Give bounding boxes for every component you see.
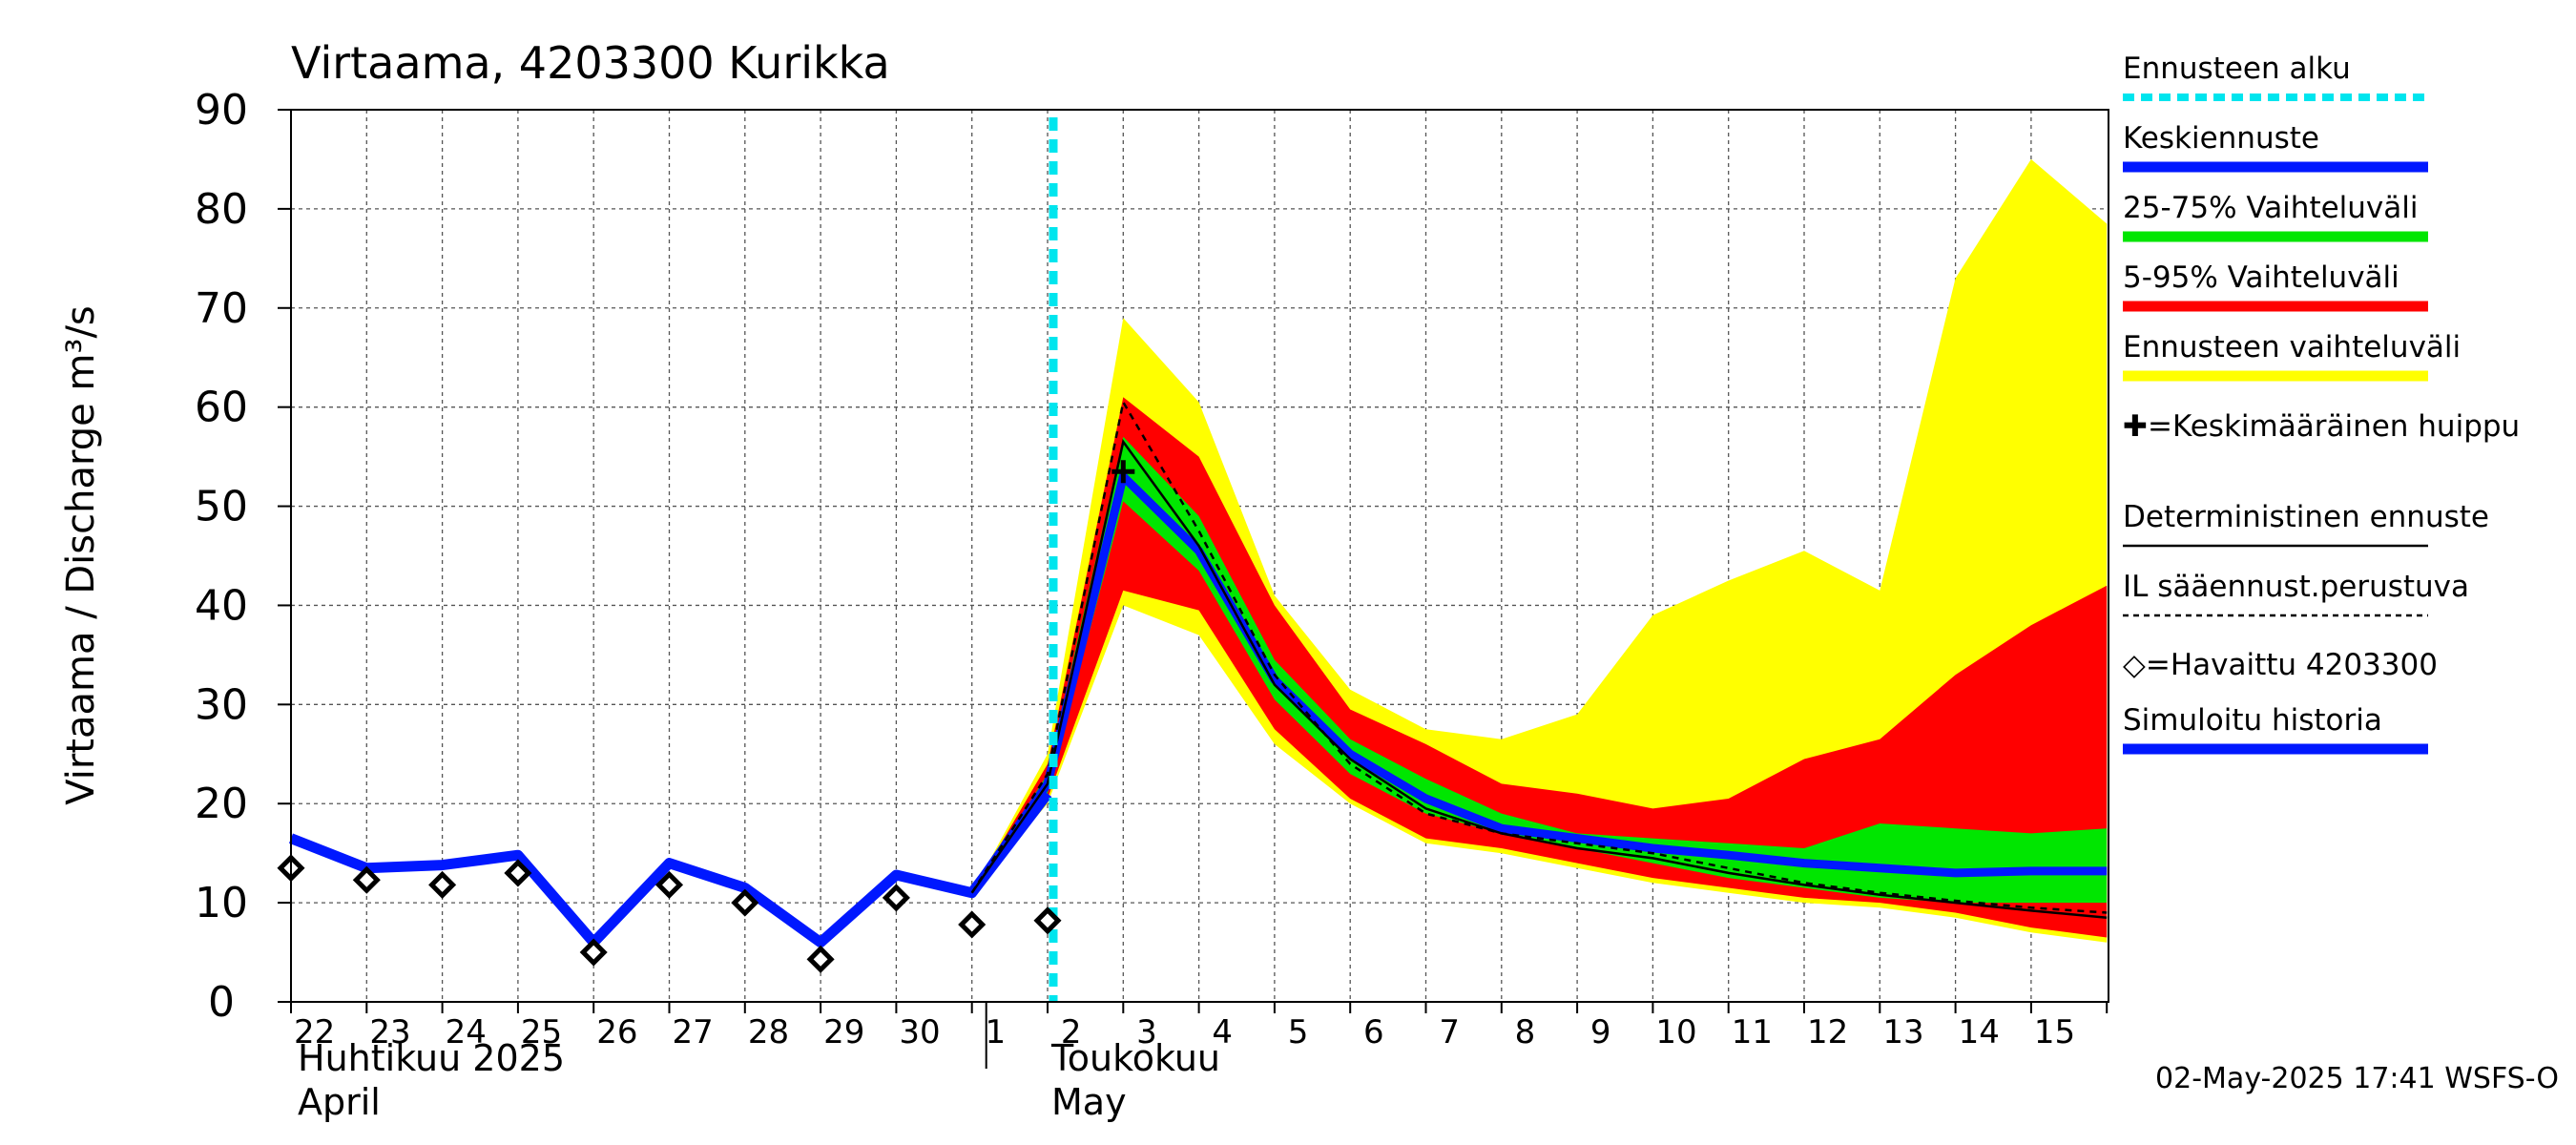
observed-point (882, 884, 910, 912)
forecast-mean-line (968, 471, 2108, 896)
forecast-25-75-area (971, 436, 2108, 904)
x-tick-label: 13 (1882, 1013, 1923, 1051)
legend: Ennusteen alku Keskiennuste 25-75% Vaihtel… (2123, 52, 2520, 755)
x-tick-label: 25 (521, 1013, 562, 1051)
observed-point (428, 870, 457, 899)
legend-label: 5-95% Vaihteluväli (2123, 260, 2399, 295)
legend-label: Keskiennuste (2123, 121, 2319, 156)
x-tick-label: 27 (673, 1013, 714, 1051)
band-25-75 (971, 436, 2108, 904)
month-label-fi: Toukokuu (1050, 1037, 1220, 1079)
x-tick-label: 5 (1288, 1013, 1309, 1051)
x-tick-label: 24 (446, 1013, 487, 1051)
x-tick-label: 1 (986, 1013, 1007, 1051)
x-tick-label: 9 (1590, 1013, 1611, 1051)
x-tick-label: 11 (1732, 1013, 1773, 1051)
x-tick-label: 7 (1439, 1013, 1460, 1051)
band-full-range (971, 158, 2108, 943)
timestamp: 02-May-2025 17:41 WSFS-O (2155, 1062, 2559, 1095)
x-tick-label: 6 (1363, 1013, 1384, 1051)
x-tick-label: 29 (823, 1013, 864, 1051)
observed-point (579, 938, 608, 967)
grid (291, 110, 2109, 1002)
simulated-history-line (288, 790, 1052, 948)
y-tick-label: 60 (195, 384, 248, 432)
observed-point (504, 859, 532, 887)
y-tick-label: 20 (195, 780, 248, 828)
x-tick-label: 12 (1807, 1013, 1848, 1051)
legend-label: Deterministinen ennuste (2123, 500, 2489, 534)
y-tick-label: 10 (195, 879, 248, 927)
x-tick-label: 8 (1515, 1013, 1536, 1051)
x-tick-label: 26 (596, 1013, 637, 1051)
month-label-en: April (298, 1081, 381, 1123)
month-label-fi: Huhtikuu 2025 (298, 1037, 565, 1079)
legend-label: Ennusteen alku (2123, 52, 2351, 86)
month-label-en: May (1051, 1081, 1127, 1123)
forecast-5-95-area (971, 397, 2108, 938)
legend-label: ◇=Havaittu 4203300 (2123, 648, 2438, 682)
y-tick-label: 40 (195, 581, 248, 630)
series-lines (288, 399, 2108, 948)
y-tick-label: 80 (195, 185, 248, 234)
x-tick-label: 28 (748, 1013, 789, 1051)
il-forecast-line (970, 399, 2108, 914)
legend-label: Ennusteen vaihteluväli (2123, 330, 2461, 364)
y-tick-label: 30 (195, 680, 248, 729)
x-tick-label: 22 (294, 1013, 335, 1051)
deterministic-line (970, 439, 2108, 919)
x-tick-label: 2 (1061, 1013, 1082, 1051)
y-tick-label: 0 (208, 978, 235, 1027)
band-5-95 (971, 397, 2108, 938)
y-axis: 0 10 20 30 40 50 60 70 80 90 (195, 86, 291, 1027)
x-tick-label: 14 (1959, 1013, 2000, 1051)
y-tick-label: 90 (195, 86, 248, 135)
observed-point (352, 865, 381, 894)
observed-point (1033, 906, 1062, 935)
legend-label: Simuloitu historia (2123, 703, 2382, 738)
y-tick-label: 50 (195, 483, 248, 531)
x-tick-label: 30 (899, 1013, 940, 1051)
x-tick-label: 4 (1212, 1013, 1233, 1051)
observed-point (958, 910, 987, 939)
legend-label: ✚=Keskimääräinen huippu (2123, 409, 2520, 444)
mean-peak-marker (1111, 460, 1135, 484)
legend-label: 25-75% Vaihteluväli (2123, 191, 2419, 225)
x-axis: 22 23 24 25 26 27 28 29 30 1 2 3 4 5 6 7 8 9 10 11 12 13 14 15 (290, 1002, 2109, 1069)
x-tick-label: 23 (369, 1013, 410, 1051)
legend-label: IL sääennust.perustuva (2123, 570, 2469, 604)
chart-title: Virtaama, 4203300 Kurikka (291, 37, 890, 89)
x-tick-label: 15 (2034, 1013, 2075, 1051)
observed-point (731, 888, 759, 917)
observed-point (654, 870, 684, 899)
observed-point (806, 945, 835, 973)
y-axis-label: Virtaama / Discharge m³/s (59, 305, 103, 805)
x-tick-label: 10 (1655, 1013, 1696, 1051)
forecast-full-range-area (971, 158, 2108, 943)
x-tick-label: 3 (1136, 1013, 1157, 1051)
y-tick-label: 70 (195, 284, 248, 333)
